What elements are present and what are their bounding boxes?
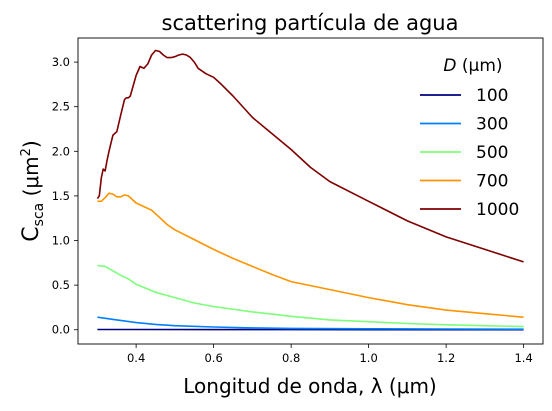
y-axis-label-close: ) <box>19 140 43 148</box>
y-tick-label: 2.5 <box>52 100 70 114</box>
series-line-300 <box>97 316 524 331</box>
x-ticks: 0.4 0.6 0.8 1.0 1.2 1.4 <box>127 344 533 365</box>
series-line-700 <box>97 192 524 318</box>
series-line-1000 <box>96 49 524 263</box>
y-tick-label: 1.5 <box>52 189 70 203</box>
legend-label-100: 100 <box>476 86 508 106</box>
y-axis-label-sup: 2 <box>19 148 34 156</box>
legend-label-500: 500 <box>476 143 508 163</box>
legend-title: D (μm) <box>443 56 502 76</box>
series-lines <box>96 49 524 331</box>
legend: D (μm) 100 300 500 700 1000 <box>420 56 519 220</box>
x-tick-label: 0.8 <box>282 351 300 365</box>
legend-title-rest: (μm) <box>457 56 503 76</box>
plot-area <box>77 37 544 345</box>
x-tick-label: 1.2 <box>437 351 455 365</box>
chart-title: scattering partícula de agua <box>162 11 459 35</box>
series-line-500 <box>97 264 524 328</box>
x-tick-label: 1.0 <box>359 351 377 365</box>
y-tick-label: 2.0 <box>52 144 70 158</box>
y-axis-label: Csca (μm2) <box>19 140 47 241</box>
y-tick-label: 3.0 <box>52 55 70 69</box>
legend-title-italic: D <box>443 56 456 76</box>
y-axis-label-rest: (μm <box>19 156 43 202</box>
x-tick-label: 0.6 <box>204 351 222 365</box>
y-ticks: 0.0 0.5 1.0 1.5 2.0 2.5 3.0 <box>52 55 78 337</box>
legend-label-1000: 1000 <box>476 200 519 220</box>
legend-label-700: 700 <box>476 172 508 192</box>
y-axis-label-sub: sca <box>31 203 47 227</box>
legend-label-300: 300 <box>476 115 508 135</box>
y-tick-label: 0.5 <box>52 278 70 292</box>
x-tick-label: 0.4 <box>127 351 145 365</box>
y-axis-label-main: C <box>19 226 44 241</box>
x-axis-label: Longitud de onda, λ (μm) <box>183 374 436 398</box>
y-tick-label: 0.0 <box>52 323 70 337</box>
x-tick-label: 1.4 <box>514 351 532 365</box>
y-tick-label: 1.0 <box>52 234 70 248</box>
legend-entries: 100 300 500 700 1000 <box>420 86 519 220</box>
